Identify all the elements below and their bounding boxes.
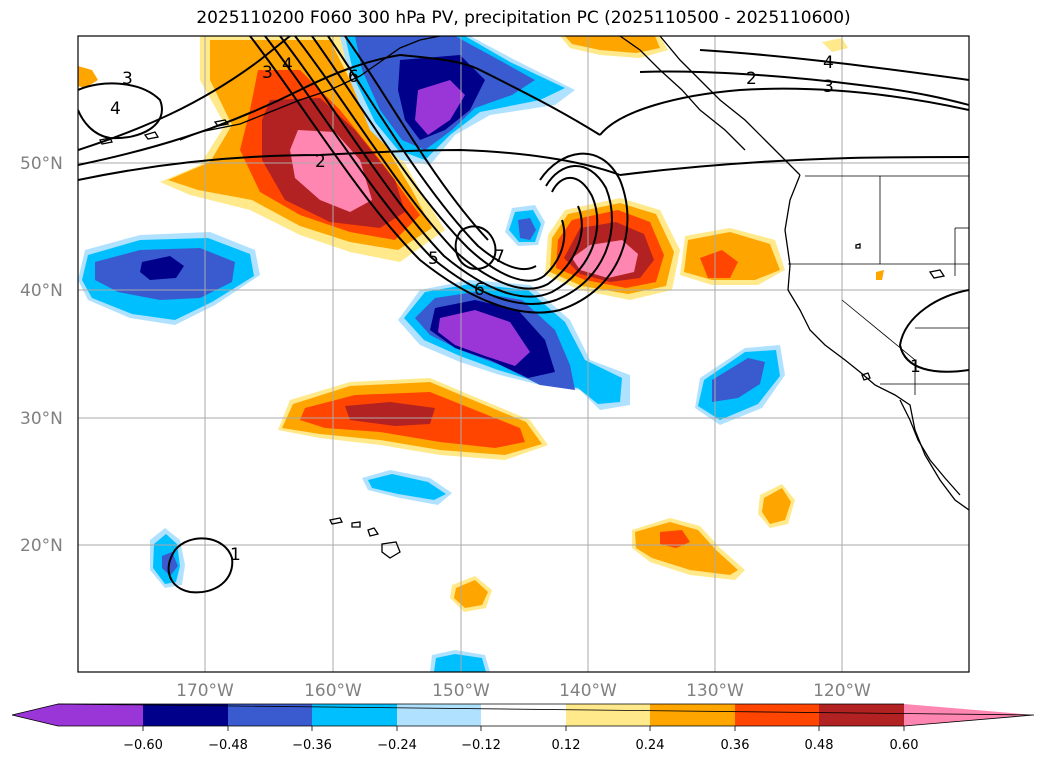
contour-labels: 3 4 3 4 6 2 5 7 6 2 4 3 1 1	[110, 53, 921, 565]
contour-label: 4	[110, 99, 121, 119]
colorbar-tick-label: 0.60	[890, 738, 919, 753]
contour-label: 5	[428, 249, 439, 269]
colorbar-extend-max	[904, 704, 1034, 726]
colorbar-segment	[819, 704, 904, 726]
colorbar: −0.60 −0.48 −0.36 −0.24 −0.12 0.12 0.24 …	[11, 703, 1035, 753]
colorbar-ticks: −0.60 −0.48 −0.36 −0.24 −0.12 0.12 0.24 …	[123, 726, 918, 753]
contour-label: 1	[910, 357, 921, 377]
lon-label: 150°W	[432, 681, 490, 701]
lat-label: 30°N	[20, 409, 63, 429]
colorbar-segment	[650, 704, 735, 726]
lat-label: 40°N	[20, 281, 63, 301]
contour-label: 3	[122, 69, 133, 89]
coastlines	[99, 36, 969, 559]
map-area: 3 4 3 4 6 2 5 7 6 2 4 3 1 1	[78, 36, 969, 672]
colorbar-tick-label: −0.24	[377, 738, 417, 753]
lat-label: 20°N	[20, 536, 63, 556]
longitude-labels: 170°W 160°W 150°W 140°W 130°W 120°W	[176, 681, 871, 701]
colorbar-tick-label: −0.60	[123, 738, 163, 753]
colorbar-segment	[566, 704, 650, 726]
colorbar-segment	[397, 704, 481, 726]
colorbar-segment	[58, 704, 143, 726]
colorbar-segment	[735, 704, 819, 726]
lat-label: 50°N	[20, 154, 63, 174]
lon-label: 130°W	[686, 681, 744, 701]
colorbar-segment	[143, 704, 228, 726]
colorbar-tick-label: −0.12	[461, 738, 501, 753]
colorbar-tick-label: −0.48	[208, 738, 248, 753]
contour-label: 4	[282, 55, 293, 75]
colorbar-tick-label: 0.36	[721, 738, 750, 753]
positive-anomaly-east	[545, 198, 680, 300]
colorbar-tick-label: 0.12	[552, 738, 581, 753]
contour-label: 6	[474, 280, 485, 300]
contour-label: 7	[494, 247, 505, 267]
lon-label: 140°W	[559, 681, 617, 701]
contour-label: 4	[823, 53, 834, 73]
map-title: 2025110200 F060 300 hPa PV, precipitatio…	[196, 8, 851, 28]
colorbar-extend-min	[12, 704, 58, 726]
latitude-labels: 50°N 40°N 30°N 20°N	[20, 154, 63, 556]
pv-contours	[78, 36, 969, 594]
contour-label: 2	[315, 152, 326, 172]
contour-label: 1	[230, 545, 241, 565]
contour-label: 3	[262, 63, 273, 83]
colorbar-tick-label: 0.24	[636, 738, 665, 753]
borders	[788, 175, 969, 395]
colorbar-segment	[228, 704, 312, 726]
contour-label: 6	[348, 67, 359, 87]
negative-anomaly-west	[78, 232, 260, 325]
lon-label: 120°W	[813, 681, 871, 701]
gridlines	[78, 36, 969, 672]
lon-label: 170°W	[176, 681, 234, 701]
contour-label: 2	[746, 69, 757, 89]
colorbar-segment	[481, 704, 566, 726]
contour-label: 3	[823, 77, 834, 97]
colorbar-tick-label: 0.48	[805, 738, 834, 753]
lon-label: 160°W	[304, 681, 362, 701]
colorbar-tick-label: −0.36	[292, 738, 332, 753]
colorbar-segment	[312, 704, 397, 726]
map-frame	[77, 35, 970, 673]
